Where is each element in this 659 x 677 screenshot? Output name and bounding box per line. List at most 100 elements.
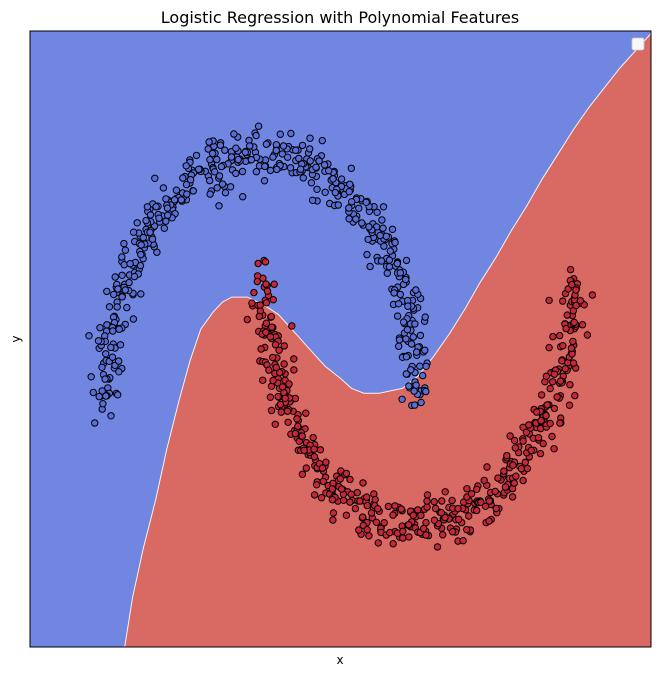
data-point-class-0: [390, 289, 398, 297]
data-point-class-0: [306, 145, 314, 153]
data-point-class-1: [284, 418, 292, 426]
data-point-class-0: [394, 300, 403, 308]
data-point-class-1: [463, 485, 471, 493]
data-point-class-0: [254, 122, 263, 130]
data-point-class-0: [407, 366, 415, 374]
data-point-class-1: [256, 301, 264, 309]
data-point-class-0: [102, 350, 110, 358]
data-point-class-0: [417, 398, 425, 407]
data-point-class-1: [405, 521, 413, 529]
data-point-class-1: [291, 429, 299, 438]
data-point-class-0: [114, 391, 122, 399]
data-point-class-0: [118, 271, 126, 279]
data-point-class-1: [522, 428, 531, 436]
data-point-class-1: [329, 516, 337, 524]
data-point-class-0: [232, 169, 240, 178]
data-point-class-0: [215, 202, 223, 210]
data-point-class-0: [96, 324, 104, 332]
data-point-class-1: [569, 359, 578, 367]
data-point-class-1: [439, 531, 447, 539]
data-point-class-1: [481, 502, 490, 510]
data-point-class-0: [129, 228, 138, 236]
data-point-class-1: [346, 498, 354, 506]
y-axis-label: y: [9, 335, 23, 342]
data-point-class-1: [548, 432, 556, 441]
data-point-class-0: [358, 219, 366, 227]
data-point-class-1: [399, 534, 407, 542]
data-point-class-1: [397, 505, 405, 513]
data-point-class-1: [463, 525, 471, 534]
data-point-class-1: [316, 446, 325, 454]
data-point-class-1: [566, 381, 574, 389]
data-point-class-1: [588, 291, 597, 299]
data-point-class-1: [527, 446, 535, 455]
data-point-class-0: [170, 196, 179, 204]
data-point-class-0: [419, 371, 427, 380]
data-point-class-1: [267, 406, 276, 415]
data-point-class-1: [485, 497, 493, 505]
data-point-class-1: [546, 419, 554, 428]
data-point-class-1: [270, 280, 278, 288]
x-axis-label: x: [336, 653, 343, 667]
data-point-class-0: [130, 272, 139, 281]
data-point-class-1: [276, 368, 284, 377]
data-point-class-0: [108, 353, 117, 361]
data-point-class-0: [98, 363, 106, 371]
data-point-class-1: [302, 409, 310, 417]
data-point-class-0: [107, 343, 115, 352]
data-point-class-1: [363, 493, 371, 501]
data-point-class-0: [402, 335, 410, 343]
data-point-class-1: [438, 497, 446, 505]
data-point-class-1: [342, 511, 351, 519]
data-point-class-0: [345, 204, 353, 212]
series-class-0: [85, 122, 431, 427]
data-point-class-1: [534, 434, 543, 442]
data-point-class-1: [550, 445, 558, 453]
data-point-class-1: [500, 467, 508, 475]
data-point-class-1: [559, 342, 567, 350]
data-point-class-0: [129, 315, 138, 323]
data-point-class-1: [372, 518, 381, 526]
data-point-class-1: [545, 296, 553, 305]
data-point-class-1: [351, 504, 360, 513]
data-point-class-1: [384, 502, 393, 511]
data-point-class-0: [215, 172, 224, 180]
data-point-class-1: [563, 311, 571, 319]
data-point-class-0: [152, 203, 160, 211]
data-point-class-0: [347, 164, 355, 173]
data-point-class-1: [266, 333, 275, 341]
data-point-class-0: [105, 303, 114, 311]
data-point-class-1: [459, 537, 467, 545]
data-point-class-1: [342, 469, 351, 478]
data-point-class-0: [278, 150, 286, 158]
data-point-class-1: [312, 481, 321, 489]
data-point-class-1: [417, 511, 425, 520]
data-point-class-0: [402, 256, 411, 265]
data-point-class-1: [485, 517, 493, 525]
data-point-class-1: [358, 513, 367, 521]
data-point-class-1: [318, 464, 327, 472]
data-point-class-1: [537, 391, 546, 399]
data-point-class-0: [160, 224, 169, 232]
data-point-class-0: [416, 362, 424, 370]
data-point-class-1: [268, 323, 276, 331]
data-point-class-0: [189, 187, 198, 195]
data-point-class-1: [261, 258, 270, 266]
data-point-class-0: [118, 293, 126, 301]
data-point-class-0: [94, 337, 103, 345]
data-point-class-1: [549, 332, 557, 341]
data-point-class-1: [267, 313, 275, 321]
data-point-class-0: [121, 286, 130, 294]
data-point-class-0: [312, 163, 320, 171]
data-point-class-1: [328, 496, 337, 504]
data-point-class-1: [281, 394, 289, 402]
data-point-class-0: [133, 219, 141, 227]
data-point-class-0: [329, 175, 337, 183]
data-point-class-1: [558, 357, 566, 365]
data-point-class-1: [269, 353, 277, 362]
data-point-class-0: [362, 198, 370, 207]
data-point-class-1: [537, 417, 545, 425]
data-point-class-1: [302, 464, 310, 472]
data-point-class-1: [517, 465, 526, 473]
